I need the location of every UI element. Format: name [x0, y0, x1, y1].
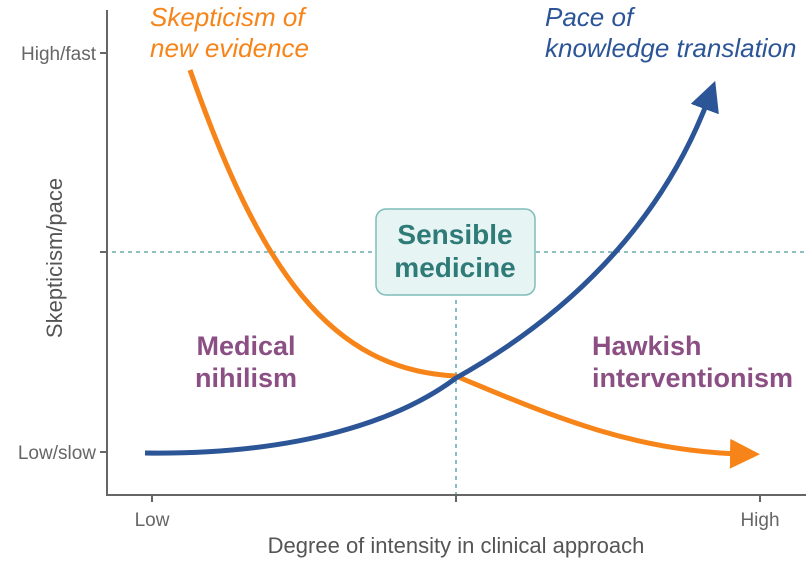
y-tick-high: High/fast [21, 44, 97, 65]
y-tick-low: Low/slow [18, 443, 96, 464]
skepticism-label-line2: new evidence [150, 33, 309, 63]
x-tick-low: Low [135, 510, 170, 531]
hawkish-interventionism-line2: interventionism [592, 363, 793, 393]
y-axis-label: Skepticism/pace [42, 178, 67, 338]
medical-nihilism-line2: nihilism [195, 363, 297, 393]
x-ticks [151, 495, 761, 502]
y-ticks [100, 52, 107, 453]
pace-label: Pace of [545, 2, 636, 32]
skepticism-label: Skepticism of [150, 2, 307, 32]
sensible-medicine-box [375, 208, 536, 296]
pace-curve [144, 80, 719, 456]
x-axis-label: Degree of intensity in clinical approach [268, 533, 645, 558]
sensible-medicine-line2: medicine [394, 252, 515, 283]
skepticism-curve [187, 69, 760, 469]
x-tick-high: High [740, 510, 779, 531]
sensible-medicine-line1: Sensible [397, 219, 512, 250]
hawkish-interventionism-line1: Hawkish [592, 331, 702, 361]
pace-label-line2: knowledge translation [545, 33, 797, 63]
medical-nihilism-line1: Medical [196, 331, 295, 361]
